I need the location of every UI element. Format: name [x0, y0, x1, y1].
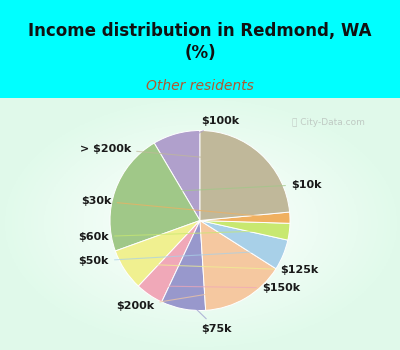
Text: $75k: $75k [187, 300, 232, 334]
Wedge shape [162, 220, 206, 310]
Text: $60k: $60k [78, 231, 276, 242]
Text: $30k: $30k [81, 196, 276, 218]
Wedge shape [200, 131, 290, 220]
Wedge shape [200, 220, 290, 240]
Text: $125k: $125k [136, 264, 318, 275]
Text: $10k: $10k [128, 180, 322, 194]
Wedge shape [200, 220, 288, 269]
Text: Income distribution in Redmond, WA
(%): Income distribution in Redmond, WA (%) [28, 22, 372, 62]
Text: Other residents: Other residents [146, 79, 254, 93]
Wedge shape [200, 212, 290, 223]
Text: $50k: $50k [79, 251, 270, 266]
Wedge shape [138, 220, 200, 302]
Text: $200k: $200k [116, 289, 238, 311]
Wedge shape [110, 143, 200, 251]
Text: $100k: $100k [182, 117, 239, 143]
Text: $150k: $150k [158, 283, 300, 293]
Text: ⓘ City-Data.com: ⓘ City-Data.com [292, 118, 365, 127]
Wedge shape [115, 220, 200, 286]
Wedge shape [154, 131, 200, 220]
Wedge shape [200, 220, 276, 310]
Text: > $200k: > $200k [80, 144, 250, 162]
